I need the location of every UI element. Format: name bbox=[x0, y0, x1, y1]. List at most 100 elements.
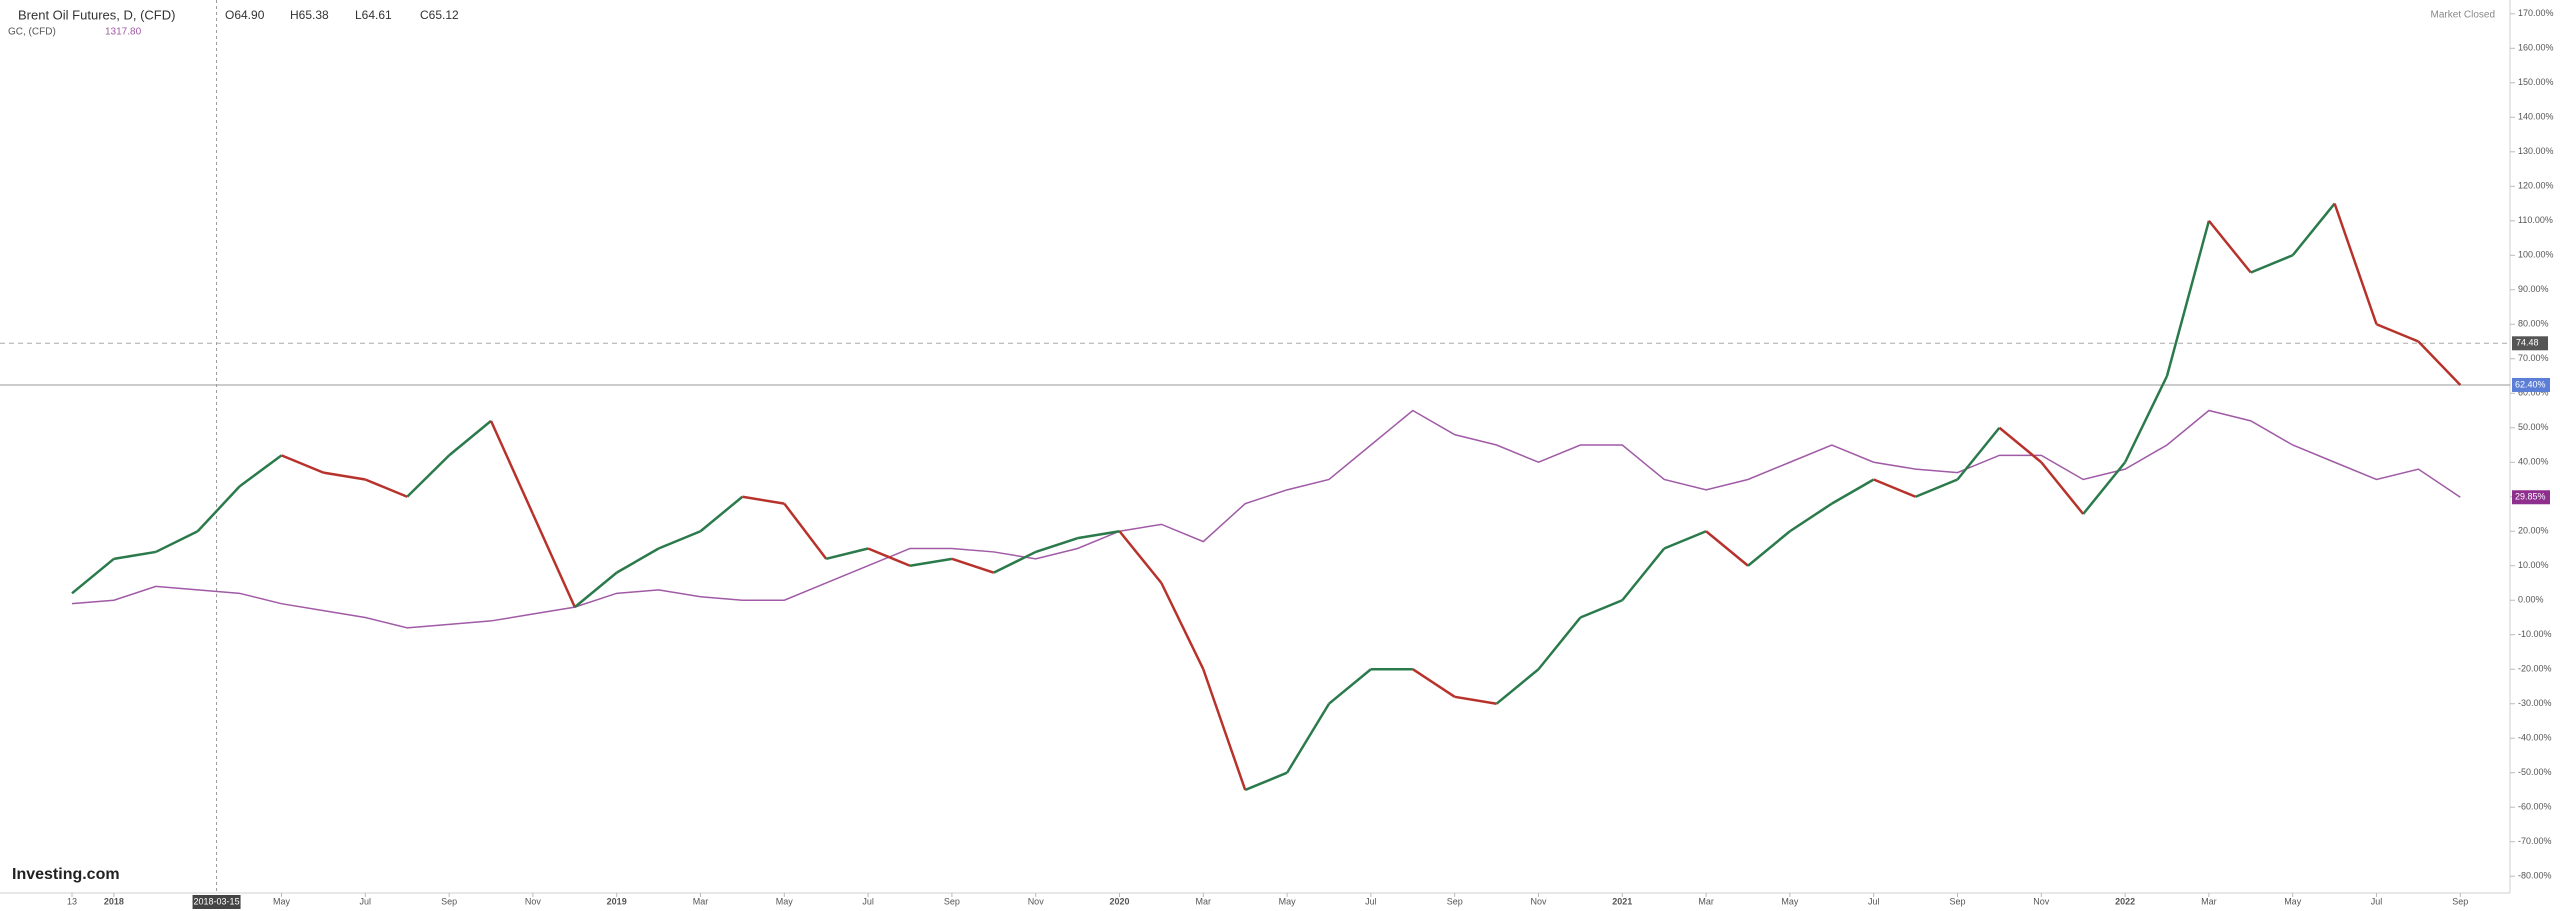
y-tick-label: -20.00% bbox=[2518, 664, 2552, 674]
y-tick-label: -40.00% bbox=[2518, 733, 2552, 743]
y-tick-label: 120.00% bbox=[2518, 181, 2554, 191]
price-segment bbox=[2123, 375, 2169, 463]
y-tick-label: -10.00% bbox=[2518, 629, 2552, 639]
x-tick-label: Jul bbox=[862, 896, 874, 906]
price-label: 74.48 bbox=[2516, 338, 2539, 348]
price-segment bbox=[323, 471, 366, 481]
y-tick-label: 160.00% bbox=[2518, 43, 2554, 53]
y-tick-label: 170.00% bbox=[2518, 8, 2554, 18]
price-segment bbox=[1495, 668, 1540, 705]
price-segment bbox=[1035, 536, 1078, 554]
x-tick-label: Sep bbox=[441, 896, 457, 906]
y-tick-label: 70.00% bbox=[2518, 353, 2549, 363]
price-segment bbox=[2207, 219, 2252, 274]
y-tick-label: 110.00% bbox=[2518, 215, 2553, 225]
price-segment bbox=[1244, 771, 1288, 792]
price-segment bbox=[1873, 478, 1917, 498]
market-status: Market Closed bbox=[2431, 10, 2495, 21]
price-segment bbox=[1202, 668, 1247, 791]
x-tick-label: Mar bbox=[1196, 896, 1212, 906]
y-tick-label: 130.00% bbox=[2518, 146, 2554, 156]
price-segment bbox=[113, 550, 157, 561]
price-segment bbox=[1663, 530, 1707, 550]
x-tick-label: Sep bbox=[1447, 896, 1463, 906]
price-segment bbox=[993, 550, 1037, 574]
price-segment bbox=[1579, 599, 1623, 619]
y-tick-label: -60.00% bbox=[2518, 802, 2552, 812]
x-tick-label: 2019 bbox=[607, 896, 627, 906]
x-tick-label: Jul bbox=[1868, 896, 1880, 906]
price-segment bbox=[1328, 668, 1372, 705]
price-segment bbox=[1621, 547, 1666, 602]
crosshair-label-bg bbox=[192, 895, 241, 909]
price-segment bbox=[406, 454, 450, 498]
ohlc-value: L64.61 bbox=[355, 8, 392, 22]
y-tick-label: 60.00% bbox=[2518, 388, 2549, 398]
y-tick-label: -70.00% bbox=[2518, 836, 2552, 846]
series-value: 1317.80 bbox=[105, 27, 142, 38]
y-tick-label: -30.00% bbox=[2518, 698, 2552, 708]
y-tick-label: 140.00% bbox=[2518, 112, 2554, 122]
price-segment bbox=[783, 502, 828, 560]
price-segment bbox=[71, 557, 115, 595]
x-tick-label: Sep bbox=[944, 896, 960, 906]
price-segment bbox=[574, 571, 618, 609]
crosshair-label: 2018-03-15 bbox=[194, 896, 240, 906]
last-label-bg bbox=[2512, 490, 2550, 505]
price-segment bbox=[489, 420, 535, 515]
price-segment bbox=[1998, 426, 2043, 464]
price-segment bbox=[1831, 478, 1875, 505]
series-name: GC, (CFD) bbox=[8, 27, 56, 38]
price-segment bbox=[2417, 340, 2462, 386]
price-segment bbox=[1118, 530, 1163, 584]
price-segment bbox=[1537, 616, 1582, 671]
price-segment bbox=[2040, 461, 2085, 515]
price-segment bbox=[1160, 582, 1205, 670]
price-segment bbox=[531, 513, 576, 608]
x-tick-label: Mar bbox=[1698, 896, 1714, 906]
y-tick-label: 40.00% bbox=[2518, 457, 2549, 467]
price-segment bbox=[2333, 203, 2378, 325]
price-segment bbox=[1454, 695, 1497, 705]
price-segment bbox=[2376, 323, 2419, 343]
x-tick-label: Nov bbox=[525, 896, 542, 906]
chart-title: Brent Oil Futures, D, (CFD) bbox=[18, 7, 175, 22]
x-tick-label: May bbox=[1781, 896, 1799, 906]
price-segment bbox=[825, 547, 869, 561]
last-label: 62.40% bbox=[2515, 379, 2546, 389]
price-segment bbox=[2165, 220, 2211, 377]
price-segment bbox=[1705, 530, 1749, 567]
price-segment bbox=[1412, 668, 1456, 698]
ohlc-value: O64.90 bbox=[225, 8, 265, 22]
x-tick-label: Nov bbox=[1028, 896, 1045, 906]
y-tick-label: 90.00% bbox=[2518, 284, 2549, 294]
x-tick-label: May bbox=[273, 896, 291, 906]
price-segment bbox=[1077, 530, 1120, 540]
price-segment bbox=[742, 495, 785, 505]
y-tick-label: 20.00% bbox=[2518, 526, 2549, 536]
x-tick-label: 2022 bbox=[2115, 896, 2135, 906]
x-tick-label: May bbox=[2284, 896, 2302, 906]
price-segment bbox=[364, 478, 408, 498]
price-segment bbox=[1915, 478, 1958, 498]
price-segment bbox=[616, 547, 660, 574]
price-segment bbox=[1789, 502, 1833, 533]
price-segment bbox=[281, 454, 324, 474]
y-tick-label: 10.00% bbox=[2518, 560, 2549, 570]
price-segment bbox=[909, 557, 953, 567]
price-segment bbox=[951, 557, 995, 574]
price-segment bbox=[1747, 530, 1791, 567]
x-tick-label: Nov bbox=[1530, 896, 1547, 906]
y-tick-label: 50.00% bbox=[2518, 422, 2549, 432]
price-segment bbox=[2250, 254, 2294, 274]
ohlc-value: C65.12 bbox=[420, 8, 459, 22]
x-tick-label: Mar bbox=[693, 896, 709, 906]
x-tick-label: Jul bbox=[2371, 896, 2383, 906]
x-tick-label: 2021 bbox=[1612, 896, 1632, 906]
price-segment bbox=[2291, 202, 2336, 257]
price-segment bbox=[699, 495, 744, 533]
x-tick-label: 2018 bbox=[104, 896, 124, 906]
price-segment bbox=[238, 454, 283, 488]
